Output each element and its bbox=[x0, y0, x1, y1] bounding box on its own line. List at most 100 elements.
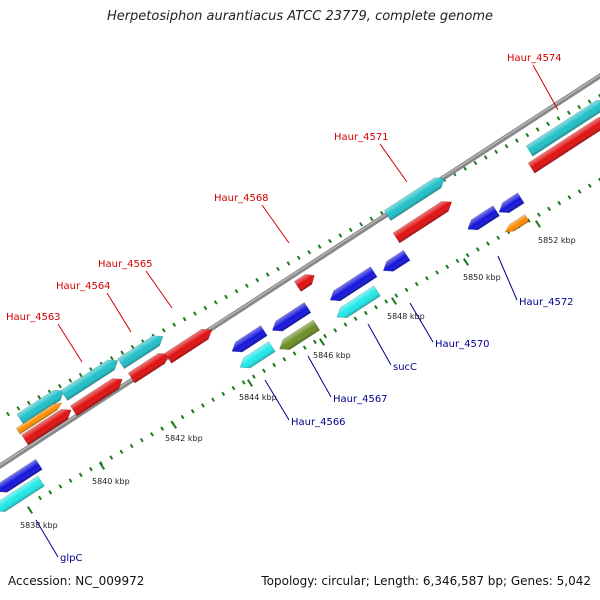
tick-dot-lower bbox=[343, 322, 348, 327]
forward-gene-label: Haur_4564 bbox=[56, 281, 111, 292]
forward-misc-feature-shade bbox=[16, 402, 62, 435]
tick-dot-lower bbox=[486, 241, 490, 246]
tick-dot-lower bbox=[231, 385, 236, 391]
tick-dot-lower bbox=[404, 287, 409, 293]
reverse-gene-5 bbox=[467, 205, 500, 231]
kbp-tick-label: 5842 kbp bbox=[165, 434, 203, 443]
reverse-gene-label: sucC bbox=[393, 362, 417, 373]
tick-dot-lower bbox=[557, 200, 562, 206]
tick-dot-upper bbox=[525, 132, 530, 138]
reverse-gene-0 bbox=[0, 458, 43, 493]
tick-dot-upper bbox=[577, 104, 582, 110]
kbp-tick-label: 5850 kbp bbox=[463, 273, 501, 282]
tick-dot-lower bbox=[48, 489, 53, 495]
tick-dot-lower bbox=[109, 455, 114, 460]
forward-gene-4-shade bbox=[294, 274, 315, 292]
reverse-label-leader bbox=[497, 255, 518, 301]
tick-dot-lower bbox=[547, 206, 552, 212]
reverse-gene-3 bbox=[329, 266, 378, 302]
forward-cds-4-shade bbox=[526, 100, 600, 157]
forward-label-leader bbox=[261, 204, 290, 244]
forward-gene-6-shade bbox=[528, 117, 600, 174]
reverse-gene-label: Haur_4567 bbox=[333, 394, 388, 405]
reverse-gene-3-shade bbox=[330, 266, 378, 301]
reverse-label-leader bbox=[307, 355, 332, 398]
reverse-cds-1 bbox=[239, 341, 276, 369]
tick-dot-upper bbox=[16, 406, 21, 411]
tick-dot-upper bbox=[255, 277, 260, 283]
tick-dot-upper bbox=[359, 222, 364, 227]
tick-dot-upper bbox=[58, 383, 62, 389]
tick-dot-lower bbox=[475, 247, 480, 252]
tick-dot-lower bbox=[160, 426, 165, 431]
tick-dot-lower bbox=[241, 380, 246, 385]
forward-cds-0 bbox=[16, 389, 65, 425]
tick-dot-upper bbox=[161, 328, 166, 333]
forward-gene-1-shade bbox=[70, 378, 123, 416]
backbone-highlight bbox=[0, 74, 600, 466]
tick-dots bbox=[6, 93, 600, 501]
tick-dot-lower bbox=[333, 328, 338, 333]
tick-dot-upper bbox=[379, 210, 384, 216]
forward-gene-5-shade bbox=[393, 201, 452, 244]
kbp-tick-mark bbox=[318, 338, 326, 346]
forward-cds-2-shade bbox=[117, 335, 163, 369]
kbp-tick-mark bbox=[534, 220, 542, 228]
kbp-tick-mark bbox=[390, 297, 398, 305]
kbp-tick-mark bbox=[26, 506, 34, 514]
accession-label: Accession: NC_009972 bbox=[8, 574, 145, 588]
tick-dot-upper bbox=[203, 305, 208, 311]
genome-summary: Topology: circular; Length: 6,346,587 bp… bbox=[261, 574, 591, 588]
reverse-gene-label: Haur_4566 bbox=[291, 417, 346, 428]
tick-dot-upper bbox=[494, 149, 499, 155]
tick-dot-upper bbox=[193, 311, 197, 316]
forward-gene-5 bbox=[392, 201, 453, 244]
forward-cds-2 bbox=[117, 335, 164, 370]
tick-dot-lower bbox=[435, 270, 440, 275]
reverse-gene-5-shade bbox=[467, 205, 500, 230]
forward-cds-3-shade bbox=[384, 177, 445, 221]
reverse-cds-3 bbox=[336, 285, 381, 319]
tick-dot-upper bbox=[265, 272, 270, 277]
kbp-tick-mark bbox=[170, 421, 178, 429]
kbp-tick-mark bbox=[98, 462, 106, 470]
reverse-gene-1 bbox=[231, 325, 268, 353]
tick-dot-lower bbox=[536, 212, 541, 217]
tick-dot-lower bbox=[455, 258, 460, 264]
reverse-gene-6-shade bbox=[499, 192, 525, 213]
backbone-line bbox=[0, 73, 600, 469]
tick-dot-upper bbox=[182, 316, 187, 322]
tick-dot-lower bbox=[221, 391, 226, 397]
tick-dot-lower bbox=[38, 495, 42, 501]
tick-dot-upper bbox=[276, 266, 280, 272]
tick-dot-upper bbox=[598, 93, 600, 98]
forward-gene-label: Haur_4563 bbox=[6, 312, 61, 323]
reverse-gene-label: glpC bbox=[60, 553, 82, 564]
tick-dot-lower bbox=[68, 478, 73, 483]
tick-dot-lower bbox=[150, 432, 154, 437]
tick-dot-upper bbox=[566, 110, 571, 115]
tick-dot-upper bbox=[483, 155, 488, 160]
forward-gene-label: Haur_4571 bbox=[334, 132, 389, 143]
reverse-label-leader bbox=[35, 519, 59, 558]
forward-gene-4 bbox=[293, 274, 315, 292]
tick-dot-lower bbox=[282, 357, 287, 362]
tick-dot-lower bbox=[424, 276, 429, 281]
reverse-gene-label: Haur_4570 bbox=[435, 339, 490, 350]
tick-dot-lower bbox=[363, 310, 368, 316]
tick-dot-upper bbox=[369, 216, 374, 221]
tick-dot-lower bbox=[251, 374, 256, 379]
tick-dot-upper bbox=[317, 244, 322, 249]
tick-dot-lower bbox=[323, 333, 328, 339]
reverse-cds-0 bbox=[0, 475, 45, 512]
kbp-tick-label: 5846 kbp bbox=[313, 351, 351, 360]
tick-dot-upper bbox=[535, 127, 540, 132]
forward-cds-4 bbox=[525, 99, 600, 157]
gene-features bbox=[0, 99, 600, 512]
forward-cds-1-shade bbox=[60, 359, 118, 401]
tick-dot-upper bbox=[68, 378, 73, 383]
tick-dot-lower bbox=[526, 218, 531, 223]
kbp-tick-label: 5852 kbp bbox=[538, 236, 576, 245]
reverse-gene-4 bbox=[382, 249, 411, 272]
